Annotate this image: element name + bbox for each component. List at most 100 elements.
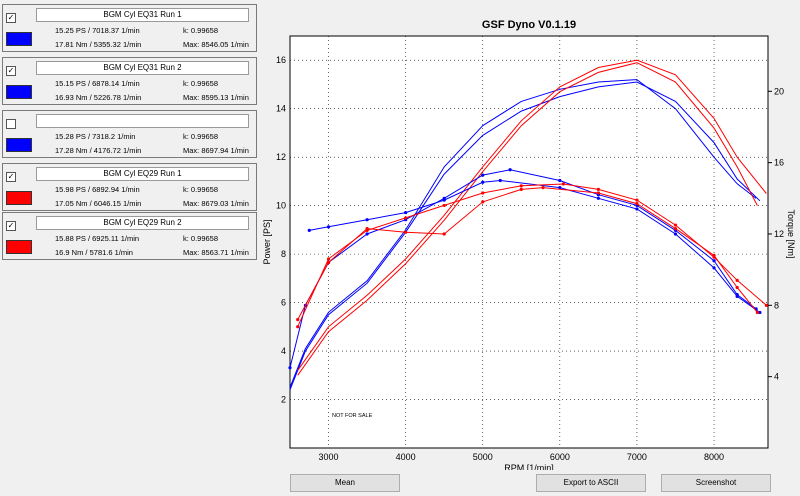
- torque-data-point: [712, 253, 716, 257]
- x-tick-label: 3000: [319, 452, 339, 462]
- torque-data-point: [365, 218, 369, 222]
- run-panel: ✓ BGM Cyl EQ29 Run 1 15.98 PS / 6892.94 1/…: [2, 163, 257, 211]
- x-tick-label: 7000: [627, 452, 647, 462]
- torque-data-point: [498, 178, 502, 183]
- run-name-field[interactable]: BGM Cyl EQ29 Run 2: [36, 216, 249, 230]
- torque-data-point: [635, 202, 639, 206]
- y-tick-label: 12: [276, 152, 286, 162]
- torque-data-point: [481, 200, 485, 204]
- torque-series-line: [309, 179, 761, 313]
- torque-data-point: [296, 317, 300, 322]
- run-name-field[interactable]: [36, 114, 249, 128]
- not-for-sale-annotation: NOT FOR SALE: [332, 413, 373, 419]
- y-tick-label: 2: [281, 395, 286, 405]
- torque-data-point: [635, 198, 639, 202]
- run-max-power: 15.98 PS / 6892.94 1/min: [55, 185, 140, 194]
- dyno-chart: 3000 4000 5000 6000 7000 8000 2 4 6 8 10 12 14 16 4 8 12…: [262, 19, 796, 470]
- torque-series-line: [297, 183, 767, 327]
- run-max-rpm: Max: 8546.05 1/min: [183, 40, 249, 49]
- torque-data-point: [519, 184, 523, 188]
- torque-data-point: [365, 232, 369, 236]
- run-max-torque: 16.93 Nm / 5226.78 1/min: [55, 93, 142, 102]
- torque-data-point: [296, 325, 300, 329]
- power-series-line: [297, 62, 758, 376]
- y-tick-label: 14: [276, 104, 286, 114]
- torque-data-point: [561, 182, 565, 186]
- run-name-field[interactable]: BGM Cyl EQ29 Run 1: [36, 167, 249, 181]
- torque-data-point: [712, 259, 716, 263]
- torque-data-point: [508, 168, 512, 172]
- torque-data-point: [404, 216, 408, 220]
- y-tick-label: 6: [281, 298, 286, 308]
- torque-data-point: [442, 198, 446, 202]
- torque-data-point: [326, 225, 331, 229]
- run-max-rpm: Max: 8679.03 1/min: [183, 199, 249, 208]
- plot-area: [289, 35, 769, 449]
- torque-data-point: [442, 203, 446, 208]
- run-k-factor: k: 0.99658: [183, 26, 219, 35]
- run-max-torque: 17.81 Nm / 5355.32 1/min: [55, 40, 142, 49]
- x-axis-label: RPM [1/min]: [504, 463, 554, 470]
- run-panel: ✓ BGM Cyl EQ31 Run 2 15.15 PS / 6878.14 1/…: [2, 57, 257, 105]
- x-tick-label: 4000: [396, 452, 416, 462]
- y2-tick-label: 8: [774, 300, 779, 310]
- torque-data-point: [481, 191, 485, 195]
- torque-data-point: [596, 196, 600, 200]
- torque-data-point: [735, 278, 739, 282]
- run-max-rpm: Max: 8595.13 1/min: [183, 93, 249, 102]
- run-name-field[interactable]: BGM Cyl EQ31 Run 2: [36, 61, 249, 75]
- screenshot-button[interactable]: Screenshot: [661, 474, 771, 492]
- run-max-power: 15.88 PS / 6925.11 1/min: [55, 234, 140, 243]
- run-color-swatch[interactable]: [6, 138, 32, 152]
- torque-data-point: [596, 187, 600, 191]
- torque-data-point: [307, 228, 311, 233]
- torque-data-point: [365, 227, 369, 231]
- power-series-line: [289, 81, 761, 390]
- torque-data-point: [755, 310, 760, 315]
- y2-axis-label: Torque [Nm]: [786, 209, 796, 258]
- torque-data-point: [673, 232, 678, 236]
- mean-button[interactable]: Mean: [290, 474, 400, 492]
- run-visible-checkbox[interactable]: [6, 119, 16, 129]
- torque-data-point: [541, 186, 545, 190]
- run-k-factor: k: 0.99658: [183, 132, 219, 141]
- run-max-power: 15.28 PS / 7318.2 1/min: [55, 132, 136, 141]
- torque-data-point: [673, 227, 678, 231]
- run-max-torque: 16.9 Nm / 5781.6 1/min: [55, 248, 133, 257]
- y-axis-label: Power [PS]: [262, 219, 272, 264]
- run-panel: ✓ BGM Cyl EQ29 Run 2 15.88 PS / 6925.11 1/…: [2, 212, 257, 260]
- torque-data-point: [404, 210, 408, 215]
- run-color-swatch[interactable]: [6, 191, 32, 205]
- export-ascii-button[interactable]: Export to ASCII: [536, 474, 646, 492]
- y-tick-label: 10: [276, 201, 286, 211]
- chart-title: GSF Dyno V0.1.19: [482, 19, 576, 31]
- y2-tick-label: 4: [774, 372, 779, 382]
- x-tick-label: 8000: [704, 452, 724, 462]
- run-color-swatch[interactable]: [6, 32, 32, 46]
- run-max-rpm: Max: 8563.71 1/min: [183, 248, 249, 257]
- run-max-rpm: Max: 8697.94 1/min: [183, 146, 249, 155]
- torque-data-point: [481, 180, 485, 184]
- run-max-torque: 17.28 Nm / 4176.72 1/min: [55, 146, 142, 155]
- x-tick-label: 5000: [473, 452, 493, 462]
- torque-data-point: [635, 207, 639, 211]
- torque-data-point: [596, 191, 600, 195]
- run-visible-checkbox[interactable]: ✓: [6, 172, 16, 182]
- run-visible-checkbox[interactable]: ✓: [6, 221, 16, 231]
- run-max-power: 15.15 PS / 6878.14 1/min: [55, 79, 140, 88]
- run-name-field[interactable]: BGM Cyl EQ31 Run 1: [36, 8, 249, 22]
- torque-data-point: [288, 366, 292, 370]
- torque-data-point: [481, 173, 485, 177]
- run-color-swatch[interactable]: [6, 85, 32, 99]
- torque-series-line: [297, 187, 758, 320]
- run-color-swatch[interactable]: [6, 240, 32, 254]
- run-max-power: 15.25 PS / 7018.37 1/min: [55, 26, 140, 35]
- y2-tick-label: 20: [774, 86, 784, 96]
- y-tick-label: 4: [281, 346, 286, 356]
- run-visible-checkbox[interactable]: ✓: [6, 66, 16, 76]
- torque-data-point: [558, 186, 562, 190]
- run-visible-checkbox[interactable]: ✓: [6, 13, 16, 23]
- torque-data-point: [735, 294, 739, 298]
- run-panel: 15.28 PS / 7318.2 1/min 17.28 Nm / 4176.7…: [2, 110, 257, 158]
- torque-data-point: [764, 303, 768, 307]
